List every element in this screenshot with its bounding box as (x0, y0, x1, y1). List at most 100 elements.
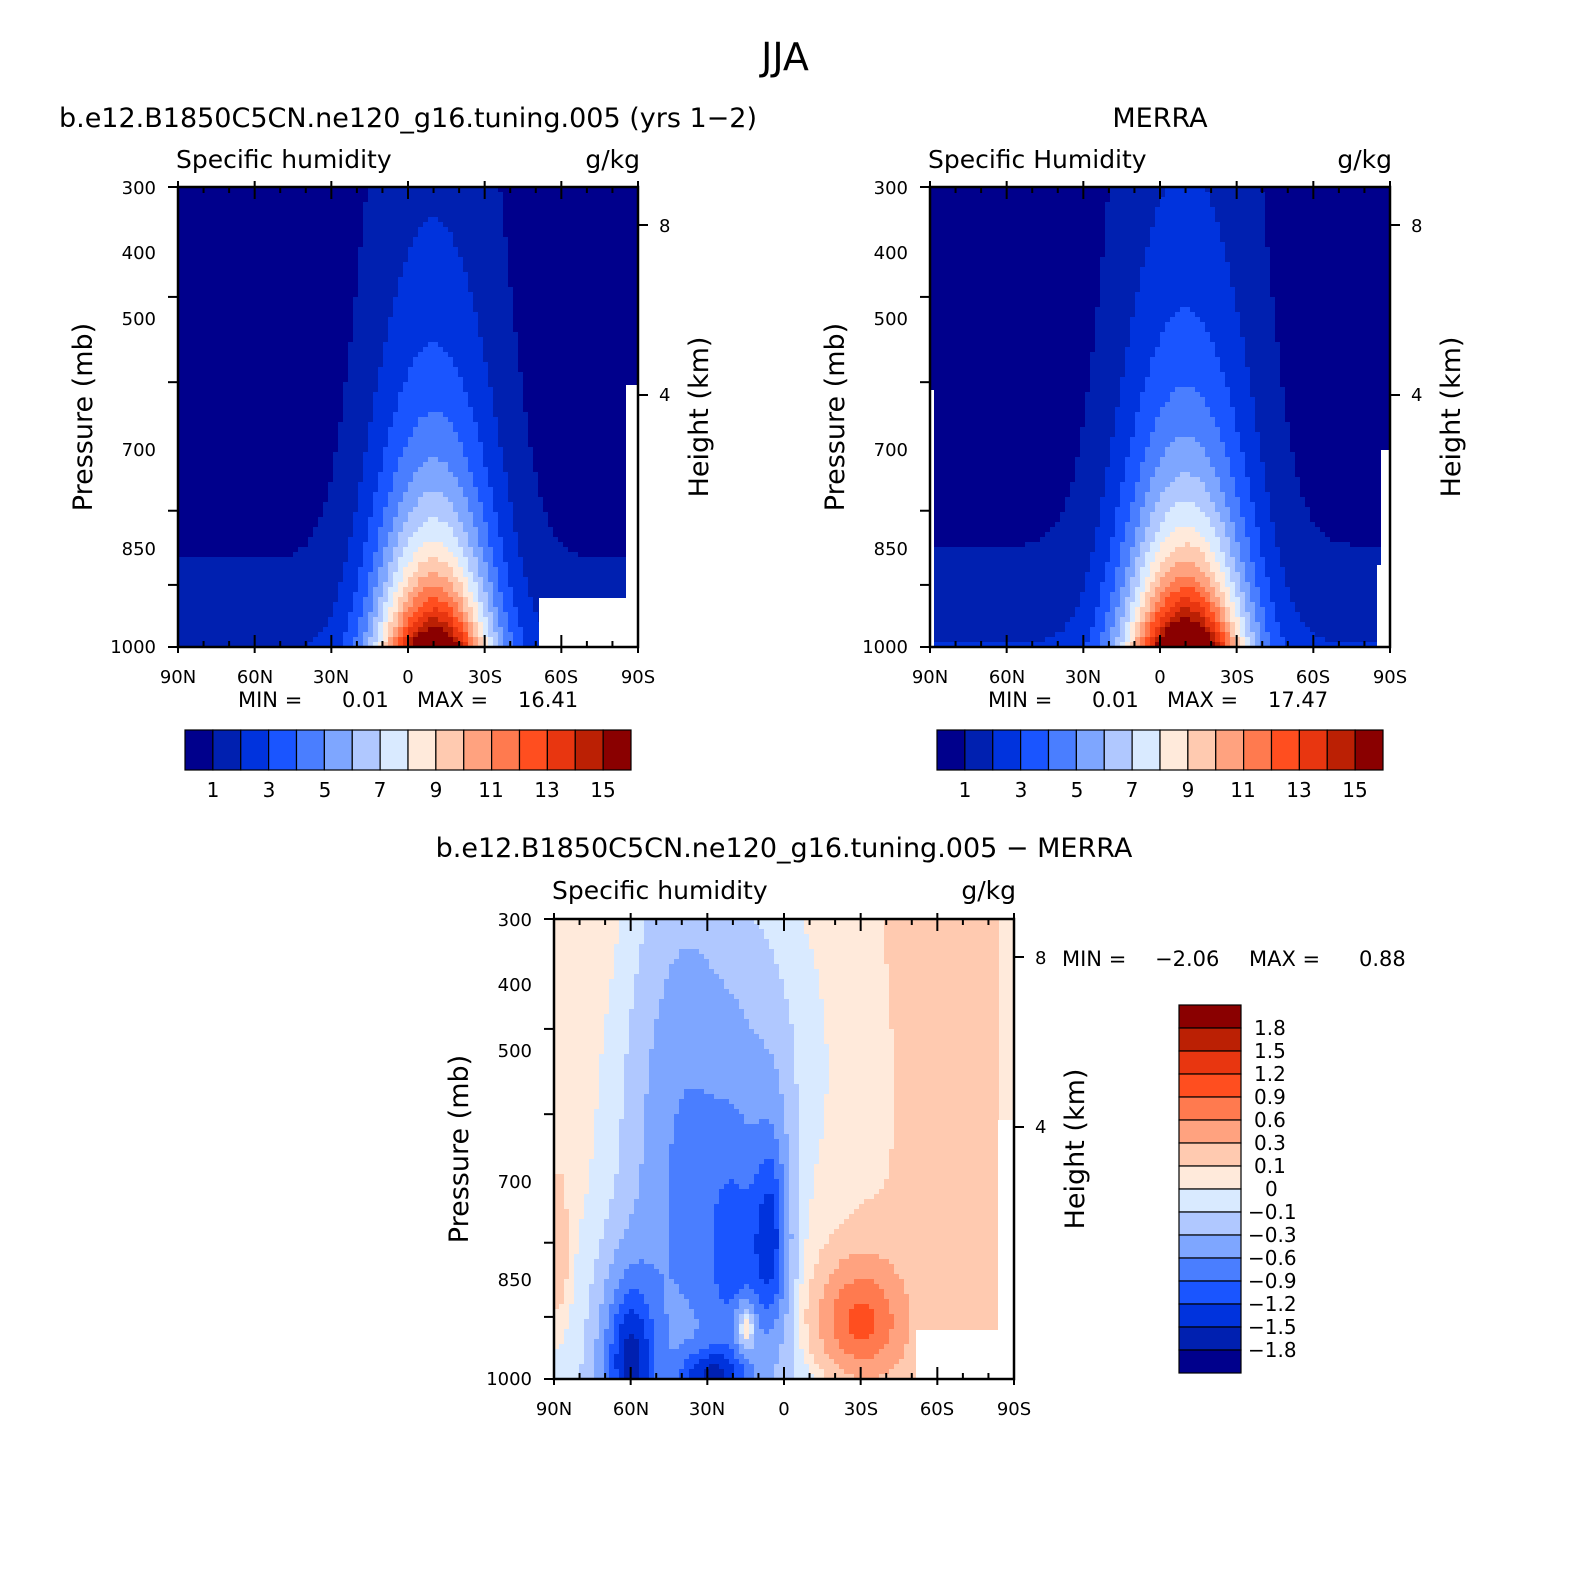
field-cell (554, 1154, 595, 1160)
field-cell (348, 547, 364, 553)
field-cell (383, 467, 399, 473)
colorbar-swatch (351, 729, 381, 771)
field-cell (428, 342, 439, 348)
field-cell (609, 1374, 620, 1379)
field-cell (1150, 582, 1161, 588)
field-cell (779, 1154, 790, 1160)
field-cell (794, 1054, 830, 1060)
field-cell (468, 277, 509, 283)
field-cell (999, 1074, 1014, 1080)
field-cell (498, 617, 509, 623)
field-cell (1230, 282, 1271, 288)
field-cell (373, 512, 384, 518)
field-cell (1115, 407, 1141, 413)
field-cell (809, 1229, 835, 1235)
field-cell (1265, 232, 1390, 238)
field-cell (844, 1369, 890, 1375)
field-cell (1100, 287, 1141, 293)
field-cell (904, 1289, 1000, 1295)
field-cell (1200, 567, 1211, 573)
field-cell (408, 257, 464, 263)
field-cell (1240, 497, 1251, 503)
field-cell (393, 412, 429, 418)
field-cell (343, 402, 374, 408)
field-cell (764, 1194, 775, 1200)
field-cell (594, 1349, 605, 1355)
field-cell (1220, 582, 1226, 588)
field-cell (819, 1319, 835, 1325)
field-cell (624, 1359, 640, 1365)
field-cell (1250, 382, 1281, 388)
field-cell (1090, 367, 1126, 373)
field-cell (844, 1219, 1000, 1225)
field-cell (1110, 542, 1121, 548)
field-cell (508, 282, 638, 288)
field-cell (1110, 552, 1121, 558)
field-cell (1300, 477, 1390, 483)
field-cell (463, 257, 509, 263)
field-cell (373, 507, 384, 513)
field-cell (1160, 592, 1171, 598)
field-cell (649, 1064, 775, 1070)
field-cell (1160, 462, 1211, 468)
field-cell (1250, 552, 1261, 558)
field-cell (513, 507, 544, 513)
field-cell (1240, 447, 1261, 453)
field-cell (403, 632, 409, 638)
field-cell (1125, 577, 1131, 583)
field-cell (824, 1129, 895, 1135)
field-cell (1255, 567, 1266, 573)
field-cell (554, 1129, 595, 1135)
field-cell (824, 1114, 895, 1120)
field-cell (589, 1164, 620, 1170)
no-data-strip (998, 1120, 1014, 1330)
field-cell (518, 347, 638, 353)
field-cell (1295, 607, 1390, 613)
field-cell (574, 1294, 590, 1300)
field-cell (368, 627, 374, 633)
field-cell (874, 1314, 895, 1320)
field-cell (1260, 187, 1390, 193)
field-cell (178, 242, 364, 248)
field-cell (594, 1149, 620, 1155)
field-cell (599, 1069, 625, 1075)
field-cell (624, 1059, 650, 1065)
field-cell (393, 477, 414, 483)
field-cell (1150, 612, 1156, 618)
field-cell (443, 587, 454, 593)
field-cell (799, 1269, 805, 1275)
field-cell (1205, 482, 1221, 488)
field-cell (784, 1219, 790, 1225)
field-cell (508, 472, 539, 478)
field-cell (629, 1009, 660, 1015)
field-cell (338, 422, 369, 428)
field-cell (554, 1079, 600, 1085)
field-cell (178, 637, 314, 643)
field-cell (719, 1364, 735, 1370)
field-cell (854, 1304, 870, 1310)
field-cell (1125, 522, 1141, 528)
field-cell (1230, 587, 1236, 593)
field-cell (353, 327, 389, 333)
x-tick-label: 90S (1373, 667, 1407, 688)
field-cell (1215, 622, 1221, 628)
field-cell (1250, 477, 1266, 483)
field-cell (999, 934, 1014, 940)
field-cell (178, 617, 329, 623)
field-cell (363, 542, 379, 548)
field-cell (408, 582, 419, 588)
field-cell (884, 1289, 905, 1295)
field-cell (554, 1269, 570, 1275)
field-cell (599, 1334, 605, 1340)
field-cell (664, 1279, 675, 1285)
field-cell (1250, 482, 1266, 488)
field-cell (704, 954, 775, 960)
field-cell (774, 1204, 780, 1210)
field-cell (594, 1359, 605, 1365)
field-cell (634, 1004, 660, 1010)
field-cell (849, 1314, 875, 1320)
field-cell (784, 1119, 800, 1125)
field-cell (353, 322, 389, 328)
field-cell (564, 1204, 585, 1210)
field-cell (1240, 637, 1246, 643)
